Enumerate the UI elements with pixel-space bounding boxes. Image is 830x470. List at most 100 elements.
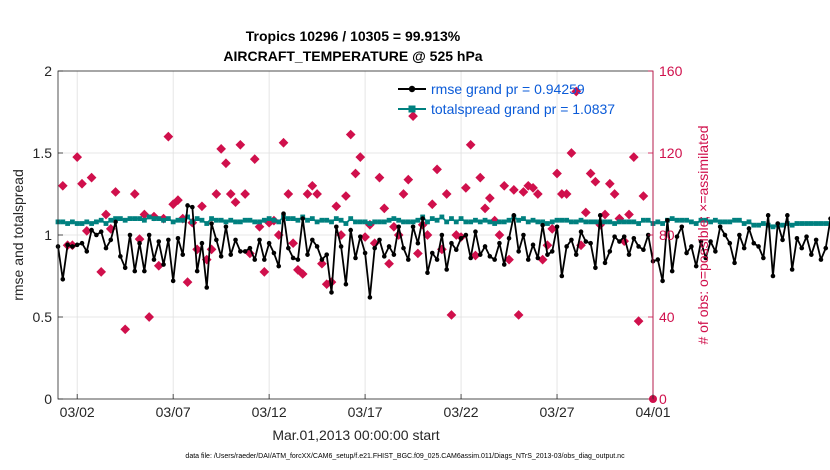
legend-spread-label: totalspread grand pr = 1.0837 — [431, 101, 615, 117]
totalspread-point — [439, 214, 445, 220]
totalspread-point — [204, 221, 210, 226]
totalspread-point — [444, 219, 450, 225]
totalspread-point — [578, 217, 584, 223]
rmse-point — [396, 224, 401, 230]
totalspread-point — [602, 219, 608, 225]
rmse-point — [113, 219, 118, 225]
rmse-point — [415, 240, 421, 246]
rmse-point — [108, 237, 114, 243]
obs-point — [230, 197, 241, 208]
rmse-point — [247, 245, 253, 251]
rmse-point — [458, 235, 464, 241]
obs-point — [288, 238, 298, 249]
obs-point — [173, 195, 183, 205]
x-tick-label: 03/17 — [348, 404, 383, 420]
totalspread-point — [823, 221, 829, 226]
totalspread-point — [189, 219, 195, 225]
y2-axis-label: # of obs: o=possible; ×=assimilated — [695, 125, 711, 344]
totalspread-point — [593, 219, 598, 225]
rmse-point — [693, 263, 699, 269]
totalspread-point — [266, 216, 272, 221]
totalspread-point — [209, 216, 214, 221]
obs-point — [259, 267, 270, 277]
obs-point — [609, 189, 620, 199]
rmse-point — [357, 234, 363, 239]
obs-point — [96, 267, 107, 277]
totalspread-point — [559, 217, 565, 223]
totalspread-point — [372, 219, 378, 225]
obs-point — [518, 187, 529, 197]
obs-point — [513, 310, 524, 320]
legend-spread-marker — [408, 105, 416, 113]
totalspread-point — [477, 219, 483, 225]
rmse-point — [809, 252, 814, 257]
totalspread-point — [501, 219, 507, 225]
rmse-point — [717, 224, 723, 230]
rmse-point — [612, 234, 617, 239]
rmse-point — [204, 285, 210, 290]
obs-point — [604, 178, 615, 189]
rmse-point — [410, 224, 416, 230]
rmse-point — [770, 273, 776, 279]
rmse-point — [334, 224, 339, 230]
y2-tick-label: 0 — [659, 391, 667, 407]
rmse-point — [621, 234, 627, 239]
totalspread-point — [804, 221, 809, 226]
rmse-point — [655, 257, 661, 262]
obs-point — [182, 277, 193, 287]
rmse-point — [386, 244, 392, 249]
totalspread-point — [588, 219, 594, 225]
obs-point — [350, 168, 361, 179]
rmse-point — [823, 245, 829, 251]
rmse-point — [242, 249, 248, 254]
rmse-point — [492, 257, 497, 262]
obs-point — [355, 152, 366, 162]
rmse-point — [329, 290, 334, 295]
totalspread-point — [688, 219, 694, 225]
totalspread-point — [161, 217, 166, 223]
totalspread-point — [449, 216, 454, 221]
totalspread-point — [487, 219, 493, 225]
obs-point — [580, 207, 591, 218]
totalspread-point — [717, 219, 723, 225]
rmse-point — [142, 268, 147, 274]
totalspread-point — [396, 217, 402, 223]
legend: rmse grand pr = 0.94259 totalspread gran… — [398, 81, 615, 117]
totalspread-point — [746, 219, 752, 225]
totalspread-point — [410, 219, 416, 225]
obs-point — [475, 172, 486, 183]
totalspread-point — [751, 222, 757, 228]
totalspread-point — [314, 219, 320, 225]
totalspread-point — [617, 219, 622, 225]
rmse-point — [497, 240, 502, 246]
totalspread-point — [429, 216, 435, 221]
obs-point — [403, 174, 414, 185]
obs-point — [331, 201, 342, 212]
totalspread-point — [641, 217, 646, 223]
y2-tick-label: 160 — [659, 63, 683, 79]
totalspread-point — [377, 219, 382, 225]
rmse-point — [214, 237, 219, 243]
rmse-point — [367, 295, 373, 300]
totalspread-point — [645, 217, 651, 223]
rmse-point — [789, 267, 795, 272]
y-tick-label: 0.5 — [33, 309, 53, 325]
rmse-point — [665, 217, 670, 223]
rmse-point — [583, 239, 589, 244]
obs-point — [197, 201, 207, 212]
totalspread-point — [727, 219, 733, 225]
rmse-point — [185, 203, 190, 208]
obs-point — [139, 209, 150, 220]
y2-axis-ticks: 0 40 80 120 160 — [648, 63, 683, 407]
obs-point — [432, 164, 442, 175]
rmse-point — [300, 216, 306, 221]
rmse-point — [276, 263, 282, 269]
totalspread-point — [343, 221, 349, 226]
totalspread-point — [338, 217, 344, 223]
y2-tick-label: 120 — [659, 145, 683, 161]
rmse-point — [343, 281, 349, 287]
rmse-point — [146, 232, 152, 238]
rmse-point — [89, 227, 94, 233]
rmse-series — [55, 203, 830, 300]
obs-point — [494, 230, 505, 240]
